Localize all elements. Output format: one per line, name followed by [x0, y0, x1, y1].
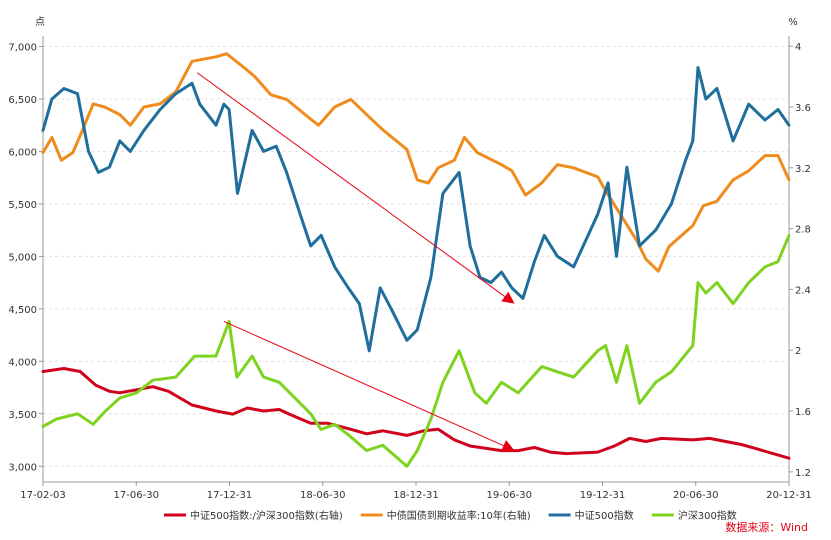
- series-lines: [41, 52, 791, 468]
- legend: 中证500指数:/沪深300指数(右轴) 中债国债到期收益率:10年(右轴) 中证5…: [164, 509, 737, 522]
- legend-label-1: 中债国债到期收益率:10年(右轴): [387, 509, 531, 522]
- y-left-tick-label: 6,000: [8, 147, 37, 158]
- trend-arrow-line-1: [223, 320, 504, 447]
- y-right-tick-label: 3.2: [795, 164, 811, 175]
- x-tick-label: 18-12-31: [393, 490, 438, 501]
- y-right-tick-label: 2.4: [795, 285, 811, 296]
- y-right-tick-label: 2.8: [795, 225, 811, 236]
- x-tick-label: 17-06-30: [114, 490, 159, 501]
- legend-label-2: 中证500指数: [575, 509, 634, 522]
- x-tick-label: 20-06-30: [673, 490, 718, 501]
- y-left-tick-label: 5,000: [8, 252, 37, 263]
- source-note: 数据来源：Wind: [725, 520, 808, 534]
- series-line-0: [41, 367, 791, 460]
- x-tick-label: 17-02-03: [20, 490, 65, 501]
- x-tick-label: 19-12-31: [580, 490, 625, 501]
- gridlines: [39, 45, 793, 486]
- y-right-tick-label: 1.6: [795, 407, 811, 418]
- x-tick-labels: 17-02-03 17-06-30 17-12-31 18-06-30 18-12-31…: [20, 490, 811, 501]
- legend-label-3: 沪深300指数: [678, 509, 737, 522]
- trend-arrows: [196, 72, 515, 452]
- y-left-tick-label: 5,500: [8, 200, 37, 211]
- y-left-tick-labels: 7,000 6,500 6,000 5,500 5,000 4,500 4,000 3,500…: [8, 42, 37, 473]
- y-left-tick-label: 4,500: [8, 305, 37, 316]
- y-left-tick-label: 3,000: [8, 462, 37, 473]
- x-tick-label: 17-12-31: [207, 490, 252, 501]
- axes: 点 %: [35, 16, 798, 483]
- y-right-tick-label: 2: [795, 346, 801, 357]
- x-tick-label: 20-12-31: [766, 490, 811, 501]
- series-line-2: [41, 66, 791, 353]
- y-right-tick-label: 1.2: [795, 468, 811, 479]
- y-left-tick-label: 7,000: [8, 42, 37, 53]
- y-right-tick-label: 4: [795, 42, 801, 53]
- y-right-tick-labels: 4 3.6 3.2 2.8 2.4 2 1.6 1.2: [795, 42, 811, 479]
- legend-label-0: 中证500指数:/沪深300指数(右轴): [190, 509, 343, 522]
- series-line-3: [41, 233, 791, 468]
- trend-arrow-line-0: [196, 72, 506, 297]
- y-axis-right-unit: %: [788, 17, 798, 28]
- x-tick-label: 19-06-30: [487, 490, 532, 501]
- y-left-tick-label: 6,500: [8, 95, 37, 106]
- y-left-tick-label: 3,500: [8, 410, 37, 421]
- series-line-1: [41, 52, 791, 273]
- y-left-tick-label: 4,000: [8, 357, 37, 368]
- y-right-tick-label: 3.6: [795, 103, 811, 114]
- y-axis-left-unit: 点: [35, 16, 45, 28]
- trend-arrow-head-1: [501, 440, 515, 452]
- trend-arrow-head-0: [501, 291, 515, 304]
- x-tick-label: 18-06-30: [300, 490, 345, 501]
